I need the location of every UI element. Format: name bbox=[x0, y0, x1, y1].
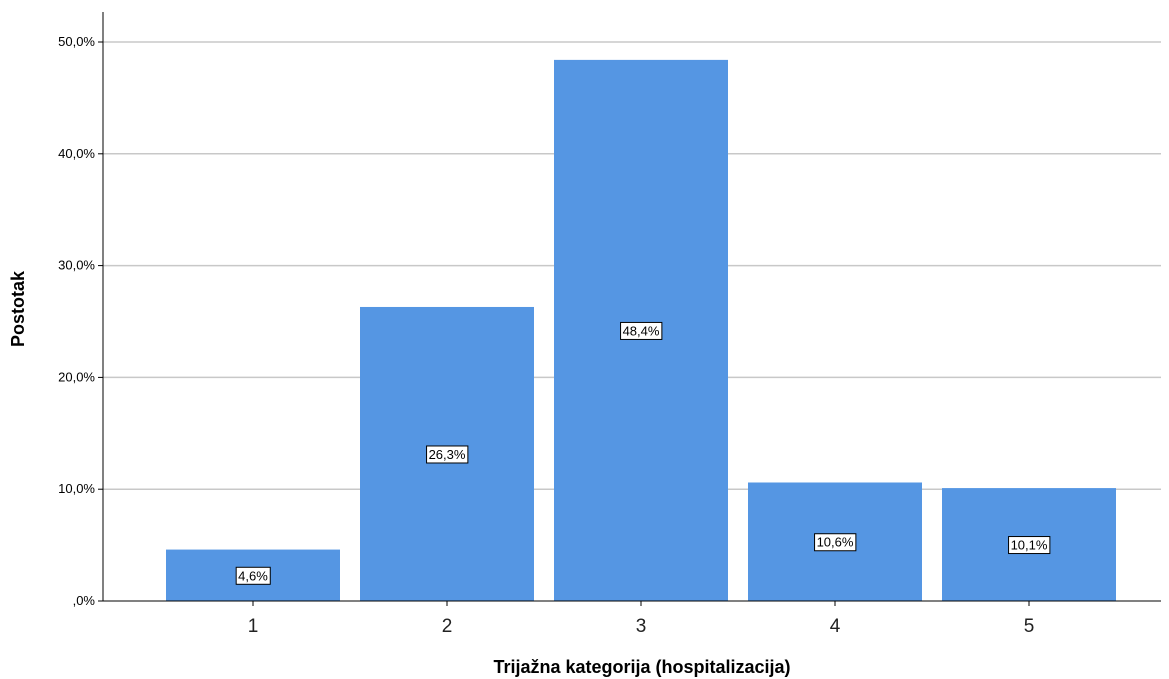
x-tick-labels: 1 2 3 4 5 bbox=[248, 601, 1035, 637]
y-tick-labels: ,0% 10,0% 20,0% 30,0% 40,0% 50,0% bbox=[58, 34, 103, 608]
y-tick-label: 30,0% bbox=[58, 258, 95, 273]
x-axis-title: Trijažna kategorija (hospitalizacija) bbox=[493, 657, 790, 677]
data-label-box bbox=[426, 445, 469, 464]
data-label-box bbox=[814, 533, 857, 552]
data-label: 4,6% bbox=[235, 566, 271, 585]
data-label-box bbox=[620, 321, 663, 340]
y-tick-label: 50,0% bbox=[58, 34, 95, 49]
y-tick-label: 10,0% bbox=[58, 481, 95, 496]
y-tick-label: 40,0% bbox=[58, 146, 95, 161]
x-tick-label: 3 bbox=[636, 616, 647, 637]
data-label-text: 48,4% bbox=[623, 323, 660, 338]
data-label-text: 10,6% bbox=[817, 535, 854, 550]
data-label-text: 10,1% bbox=[1011, 538, 1048, 553]
y-axis-title: Postotak bbox=[8, 270, 28, 347]
x-tick-label: 4 bbox=[830, 616, 841, 637]
x-tick-label: 5 bbox=[1024, 616, 1035, 637]
data-label: 26,3% bbox=[426, 445, 469, 464]
data-label-box bbox=[235, 566, 271, 585]
data-label: 10,6% bbox=[814, 533, 857, 552]
x-tick-label: 2 bbox=[442, 616, 453, 637]
data-label-box bbox=[1008, 536, 1051, 555]
axes bbox=[102, 12, 1161, 602]
data-label-text: 4,6% bbox=[238, 568, 268, 583]
data-label: 48,4% bbox=[620, 321, 663, 340]
y-tick-label: ,0% bbox=[73, 593, 96, 608]
data-labels: 4,6% 26,3% 48,4% 10,6% 10,1% bbox=[235, 321, 1051, 585]
data-label: 10,1% bbox=[1008, 536, 1051, 555]
y-tick-label: 20,0% bbox=[58, 369, 95, 384]
x-tick-label: 1 bbox=[248, 616, 259, 637]
data-label-text: 26,3% bbox=[429, 447, 466, 462]
